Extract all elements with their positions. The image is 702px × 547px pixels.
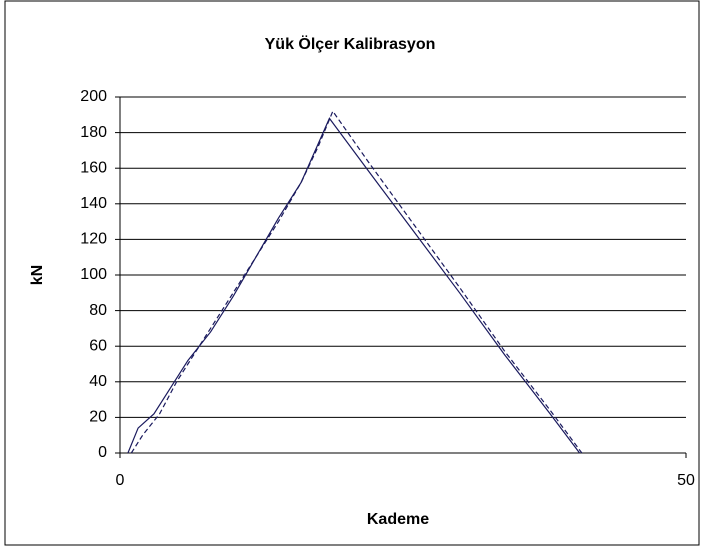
y-tick-label: 0 (98, 444, 107, 461)
y-tick-label: 120 (80, 231, 107, 248)
y-tick-label: 80 (89, 302, 107, 319)
y-tick-label: 60 (89, 337, 107, 354)
chart-frame (4, 0, 700, 546)
y-tick-label: 20 (89, 409, 107, 426)
line-series (130, 110, 583, 454)
x-axis-label: Kademe (367, 511, 429, 528)
y-tick-label: 100 (80, 266, 107, 283)
y-axis-label: kN (29, 265, 46, 285)
y-tick-label: 40 (89, 373, 107, 390)
y-tick-label: 160 (80, 159, 107, 176)
line-series (127, 117, 581, 454)
chart-title: Yük Ölçer Kalibrasyon (265, 34, 436, 53)
x-tick-label: 50 (677, 472, 695, 489)
x-tick-label: 0 (116, 472, 125, 489)
y-tick-label: 140 (80, 195, 107, 212)
y-tick-label: 180 (80, 124, 107, 141)
y-tick-label: 200 (80, 88, 107, 105)
